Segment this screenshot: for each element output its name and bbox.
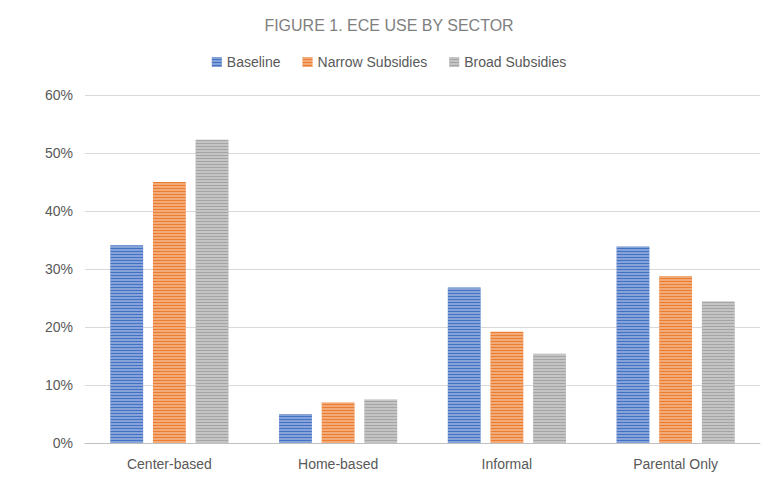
svg-text:Home-based: Home-based <box>298 456 378 472</box>
svg-text:10%: 10% <box>45 377 73 393</box>
svg-text:40%: 40% <box>45 203 73 219</box>
svg-text:Broad Subsidies: Broad Subsidies <box>464 54 566 70</box>
svg-text:FIGURE 1. ECE USE BY SECTOR: FIGURE 1. ECE USE BY SECTOR <box>264 17 513 34</box>
svg-text:Informal: Informal <box>482 456 533 472</box>
svg-text:Center-based: Center-based <box>127 456 212 472</box>
svg-text:Narrow Subsidies: Narrow Subsidies <box>318 54 428 70</box>
svg-text:Baseline: Baseline <box>227 54 281 70</box>
svg-text:30%: 30% <box>45 261 73 277</box>
svg-text:60%: 60% <box>45 87 73 103</box>
svg-text:Parental Only: Parental Only <box>633 456 718 472</box>
svg-text:50%: 50% <box>45 145 73 161</box>
svg-text:20%: 20% <box>45 319 73 335</box>
svg-text:0%: 0% <box>53 435 73 451</box>
